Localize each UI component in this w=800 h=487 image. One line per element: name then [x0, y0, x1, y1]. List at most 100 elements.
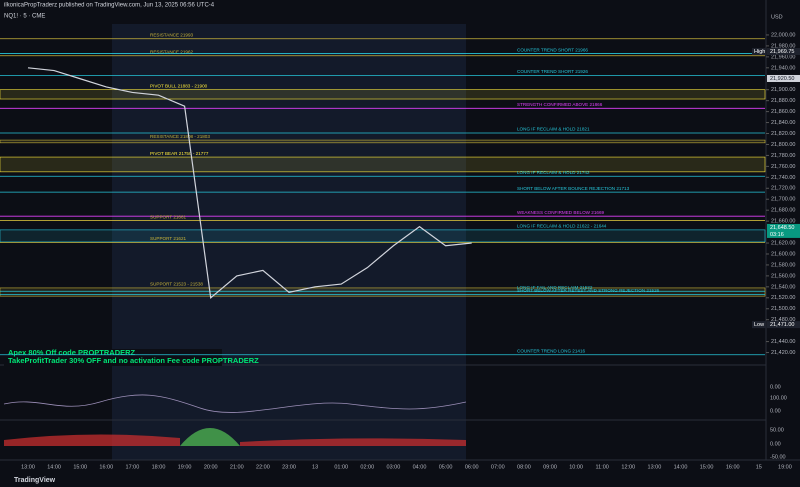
price-badge: [767, 48, 800, 56]
promo-text: Apex 80% Off code PROPTRADERZ: [8, 348, 136, 357]
x-tick-label: 16:00: [726, 464, 740, 470]
badge-tag: High: [754, 49, 765, 55]
x-tick-label: 01:00: [334, 464, 348, 470]
y-tick-label: 21,580.00: [771, 262, 795, 268]
level-label: SUPPORT 21661: [150, 214, 187, 219]
x-tick-label: 06:00: [465, 464, 479, 470]
y-tick-label: 21,440.00: [771, 339, 795, 345]
price-badge: [767, 74, 800, 82]
level-label: COUNTER TREND LONG 21416: [517, 348, 586, 353]
x-tick-label: 15:00: [700, 464, 714, 470]
level-label: LONG IF RECLAIM & HOLD 21622 - 21644: [517, 224, 607, 229]
y-tick-label: 21,560.00: [771, 273, 795, 279]
indicator-tick: -50.00: [770, 454, 786, 460]
level-band: [0, 89, 766, 100]
level-label: RESISTANCE 21993: [150, 33, 194, 38]
indicator-tick: 0.00: [770, 441, 781, 447]
x-tick-label: 20:00: [204, 464, 218, 470]
level-label: PIVOT BEAR 21750 - 21777: [150, 151, 209, 156]
indicator-tick: 0.00: [770, 408, 781, 414]
y-tick-label: 21,940.00: [771, 65, 795, 71]
price-badge-label: 21,920.50: [770, 76, 794, 82]
y-tick-label: 21,420.00: [771, 350, 795, 356]
level-label: SUPPORT 21523 - 21538: [150, 282, 203, 287]
x-tick-label: 15: [756, 464, 762, 470]
y-tick-label: 21,900.00: [771, 87, 795, 93]
y-tick-label: 21,840.00: [771, 120, 795, 126]
y-tick-label: 21,800.00: [771, 142, 795, 148]
level-band: [0, 229, 766, 243]
oscillator: [3, 394, 467, 413]
histogram-area: [4, 434, 180, 446]
x-tick-label: 18:00: [152, 464, 166, 470]
promo-box: [4, 349, 222, 366]
x-tick-label: 21:00: [230, 464, 244, 470]
y-tick-label: 21,700.00: [771, 197, 795, 203]
x-tick-label: 13: [312, 464, 318, 470]
y-tick-label: 21,740.00: [771, 175, 795, 181]
level-label: LONG IF RECLAIM & HOLD 21821: [517, 127, 590, 132]
histogram-area: [240, 438, 466, 446]
indicator-tick: 50.00: [770, 427, 784, 433]
x-tick-label: 14:00: [674, 464, 688, 470]
x-tick-label: 19:00: [778, 464, 792, 470]
level-band: [0, 156, 766, 173]
badge-tag-box: [752, 321, 766, 329]
y-tick-label: 21,760.00: [771, 164, 795, 170]
y-tick-label: 21,600.00: [771, 251, 795, 257]
footer-logo: TradingView: [14, 477, 56, 484]
level-label: SHORT BELOW AFTER BOUNCE REJECTION 21713: [517, 186, 630, 191]
level-label: WEAKNESS CONFIRMED BELOW 21669: [517, 210, 604, 215]
price-line: [27, 67, 472, 299]
y-tick-label: 21,660.00: [771, 219, 795, 225]
indicator-tick: 0.00: [770, 384, 781, 390]
x-tick-label: 22:00: [256, 464, 270, 470]
histogram-area: [180, 428, 240, 446]
y-tick-label: 21,880.00: [771, 98, 795, 104]
currency: USD: [771, 14, 783, 20]
price-badge-label: 21,969.75: [770, 49, 794, 55]
x-tick-label: 13:00: [21, 464, 35, 470]
level-label: SUPPORT 21621: [150, 236, 187, 241]
level-label: STRENGTH CONFIRMED ABOVE 21866: [517, 102, 603, 107]
y-tick-label: 21,500.00: [771, 306, 795, 312]
symbol: NQ1! · 5 · CME: [4, 14, 45, 20]
price-badge: [767, 321, 800, 329]
price-badge-sub: 03:16: [770, 232, 784, 238]
x-tick-label: 13:00: [648, 464, 662, 470]
x-tick-label: 09:00: [543, 464, 557, 470]
x-tick-label: 02:00: [360, 464, 374, 470]
y-tick-label: 21,820.00: [771, 131, 795, 137]
badge-tag-box: [752, 48, 766, 56]
x-tick-label: 15:00: [73, 464, 87, 470]
level-label: LONG IF RECLAIM & HOLD 21742: [517, 170, 590, 175]
x-tick-label: 19:00: [178, 464, 192, 470]
x-tick-label: 11:00: [596, 464, 609, 470]
header-title: ilkonicaPropTraderz published on Trading…: [4, 3, 215, 9]
y-tick-label: 21,960.00: [771, 54, 795, 60]
x-tick-label: 08:00: [517, 464, 531, 470]
y-tick-label: 21,480.00: [771, 317, 795, 323]
promo-text: TakeProfitTrader 30% OFF and no activati…: [8, 356, 259, 365]
x-tick-label: 04:00: [413, 464, 427, 470]
x-tick-label: 16:00: [99, 464, 113, 470]
y-tick-label: 21,980.00: [771, 43, 795, 49]
y-tick-label: 21,680.00: [771, 208, 795, 214]
y-tick-label: 21,520.00: [771, 295, 795, 301]
badge-tag: Low: [754, 322, 764, 328]
price-badge-label: 21,471.00: [770, 322, 794, 328]
x-tick-label: 23:00: [282, 464, 296, 470]
y-tick-label: 22,000.00: [771, 32, 795, 38]
level-band: [0, 287, 766, 297]
x-tick-label: 12:00: [621, 464, 635, 470]
y-tick-label: 21,860.00: [771, 109, 795, 115]
y-tick-label: 21,780.00: [771, 153, 795, 159]
x-tick-label: 07:00: [491, 464, 505, 470]
y-tick-label: 21,720.00: [771, 186, 795, 192]
x-tick-label: 10:00: [569, 464, 583, 470]
level-label: RESISTANCE 21962: [150, 49, 194, 54]
y-tick-label: 21,620.00: [771, 240, 795, 246]
price-badge-label: 21,648.50: [770, 225, 794, 231]
level-band: [0, 139, 766, 144]
